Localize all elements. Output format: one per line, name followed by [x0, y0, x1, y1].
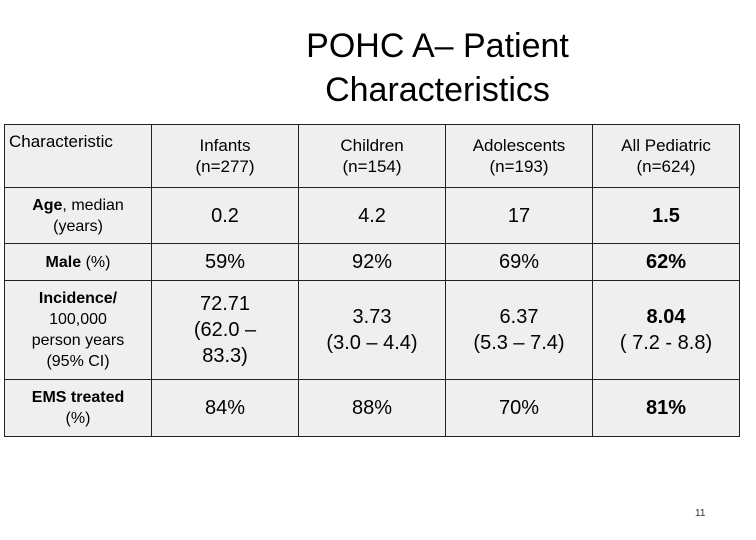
cell-value: 92%	[351, 251, 393, 273]
cell-value: 81%	[645, 397, 687, 419]
row-label: Male (%)	[4, 243, 152, 281]
cell-value: 4.2	[358, 204, 386, 227]
header-infants: Infants (n=277)	[151, 124, 299, 188]
table-row-incidence: Incidence/ 100,000 person years (95% CI)…	[4, 280, 740, 380]
row-label-bold: Male	[45, 253, 82, 271]
header-label: Infants	[199, 136, 251, 155]
row-label-bold: Age	[32, 196, 63, 214]
cell-all-pediatric: 1.5	[592, 187, 740, 244]
slide-title: POHC A– Patient Characteristics	[230, 24, 645, 112]
cell-value: 84%	[204, 397, 246, 419]
cell-value: 88%	[351, 397, 393, 419]
cell-children: 4.2	[298, 187, 446, 244]
cell-all-pediatric: 8.04 ( 7.2 - 8.8)	[592, 280, 740, 380]
cell-value: 59%	[204, 251, 246, 273]
table-row-ems: EMS treated (%) 84% 88% 70% 81%	[4, 379, 740, 437]
cell-ci: (62.0 –	[193, 319, 257, 341]
cell-value: 0.2	[211, 204, 239, 227]
row-label: Incidence/ 100,000 person years (95% CI)	[4, 280, 152, 380]
cell-children: 88%	[298, 379, 446, 437]
row-label-bold: Incidence/	[38, 290, 118, 307]
cell-value: 3.73	[352, 306, 392, 328]
table-row-male: Male (%) 59% 92% 69% 62%	[4, 243, 740, 281]
header-label: All Pediatric	[621, 136, 711, 155]
cell-children: 92%	[298, 243, 446, 281]
cell-adolescents: 17	[445, 187, 593, 244]
cell-value: 8.04	[646, 306, 686, 328]
cell-infants: 59%	[151, 243, 299, 281]
cell-infants: 84%	[151, 379, 299, 437]
row-label-line: (95% CI)	[46, 353, 110, 370]
header-label: Adolescents	[472, 136, 566, 155]
header-n: (n=277)	[195, 157, 255, 176]
row-label-line: person years	[31, 332, 125, 349]
title-line-2: Characteristics	[325, 71, 550, 109]
cell-children: 3.73 (3.0 – 4.4)	[298, 280, 446, 380]
cell-infants: 72.71 (62.0 – 83.3)	[151, 280, 299, 380]
header-characteristic: Characteristic	[4, 124, 152, 188]
cell-all-pediatric: 81%	[592, 379, 740, 437]
header-children: Children (n=154)	[298, 124, 446, 188]
cell-value: 6.37	[499, 306, 539, 328]
cell-value: 72.71	[199, 293, 251, 315]
cell-adolescents: 70%	[445, 379, 593, 437]
cell-ci: (5.3 – 7.4)	[473, 332, 565, 354]
cell-adolescents: 69%	[445, 243, 593, 281]
header-n: (n=154)	[342, 157, 402, 176]
cell-value: 62%	[645, 251, 687, 273]
header-label: Children	[340, 136, 404, 155]
header-adolescents: Adolescents (n=193)	[445, 124, 593, 188]
row-label-line: (years)	[53, 217, 103, 235]
cell-adolescents: 6.37 (5.3 – 7.4)	[445, 280, 593, 380]
header-row: Characteristic Infants (n=277) Children (n…	[4, 124, 740, 188]
table-row-age: Age, median (years) 0.2 4.2 17 1.5	[4, 187, 740, 244]
page-number: 11	[695, 508, 706, 519]
patient-characteristics-table: Characteristic Infants (n=277) Children (n…	[4, 124, 740, 437]
header-label: Characteristic	[9, 132, 113, 151]
cell-all-pediatric: 62%	[592, 243, 740, 281]
row-label-bold: EMS treated	[31, 389, 125, 406]
row-label-line: 100,000	[49, 311, 107, 328]
row-label-line: (%)	[65, 410, 91, 427]
header-n: (n=193)	[489, 157, 549, 176]
cell-value: 1.5	[652, 204, 680, 227]
row-label-rest: (%)	[81, 253, 111, 271]
row-label: Age, median (years)	[4, 187, 152, 244]
cell-value: 69%	[498, 251, 540, 273]
cell-infants: 0.2	[151, 187, 299, 244]
row-label-rest: , median	[62, 196, 124, 214]
cell-ci: 83.3)	[202, 345, 248, 367]
cell-value: 70%	[498, 397, 540, 419]
header-n: (n=624)	[636, 157, 696, 176]
header-all-pediatric: All Pediatric (n=624)	[592, 124, 740, 188]
cell-ci: ( 7.2 - 8.8)	[619, 332, 713, 354]
row-label: EMS treated (%)	[4, 379, 152, 437]
title-line-1: POHC A– Patient	[306, 27, 569, 65]
cell-value: 17	[507, 204, 531, 227]
cell-ci: (3.0 – 4.4)	[326, 332, 418, 354]
